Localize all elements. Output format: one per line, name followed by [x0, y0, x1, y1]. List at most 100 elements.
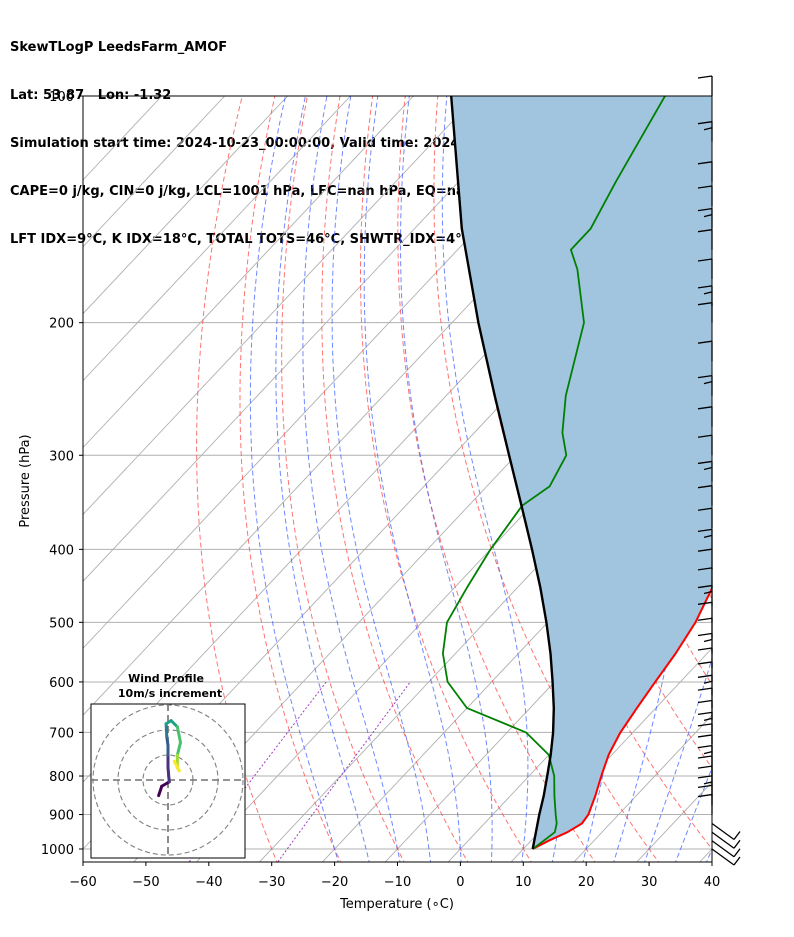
- cape-shading: [451, 96, 712, 849]
- wind-barb: [697, 229, 713, 250]
- indices-line: LFT IDX=9°C, K IDX=18°C, TOTAL TOTS=46°C…: [10, 232, 472, 247]
- y-tick-label: 1000: [41, 843, 74, 858]
- dewpoint-line: [441, 96, 666, 850]
- isotherm-line: [760, 96, 794, 865]
- dry-adiabat: [764, 96, 794, 865]
- moist-adiabat: [302, 96, 401, 862]
- dry-adiabat: [731, 96, 794, 865]
- wind-barb: [697, 75, 713, 96]
- parcel-line: [450, 96, 555, 850]
- inset-subtitle: 10m/s increment: [118, 687, 222, 700]
- dry-adiabat: [321, 96, 469, 862]
- wind-barb: [697, 548, 713, 570]
- wind-barb: [697, 723, 713, 744]
- y-tick-label: 100: [49, 90, 74, 105]
- moist-adiabat: [644, 656, 712, 862]
- y-tick-label: 900: [49, 809, 74, 824]
- wind-barb: [697, 185, 713, 207]
- moist-adiabat: [275, 96, 370, 862]
- hodograph-segment: [175, 741, 182, 757]
- isotherm-line: [83, 96, 540, 582]
- moist-adiabat: [737, 96, 794, 865]
- y-tick-label: 300: [49, 449, 74, 464]
- wind-barb: [697, 121, 713, 142]
- hodograph-segment: [165, 734, 170, 748]
- dry-adiabat: [196, 96, 278, 862]
- wind-barb: [697, 406, 713, 427]
- x-tick-label: −10: [384, 875, 411, 890]
- inset-title: Wind Profile: [128, 672, 204, 685]
- x-tick-label: 30: [641, 875, 658, 890]
- wind-barb: [697, 485, 713, 506]
- x-tick-label: −60: [69, 875, 96, 890]
- wind-barb: [711, 831, 741, 849]
- temperature-line: [532, 585, 712, 850]
- wind-barb: [697, 375, 713, 396]
- wind-barb: [697, 507, 713, 529]
- y-tick-label: 200: [49, 317, 74, 332]
- x-tick-label: 0: [456, 875, 464, 890]
- hodograph: [91, 704, 245, 858]
- hodograph-segment: [166, 766, 171, 784]
- wind-barb: [697, 567, 713, 588]
- isotherm-line: [83, 96, 288, 315]
- wind-barb: [697, 302, 713, 323]
- isotherm-line: [510, 647, 712, 862]
- wind-barbs: [697, 75, 741, 866]
- wind-barb: [697, 584, 713, 606]
- mixing-ratio-line: [277, 681, 411, 862]
- wind-barb: [697, 745, 713, 766]
- hodograph-segment: [157, 784, 164, 798]
- y-axis-label: Pressure (hPa): [18, 434, 33, 527]
- wind-barb: [711, 840, 741, 858]
- moist-adiabat: [249, 96, 339, 862]
- wind-barb: [697, 161, 713, 182]
- dry-adiabat: [433, 96, 660, 862]
- axis-ticks: −60 −50 −40 −30 −20 −10 0 10 20 30 40 1000 900 800 700…: [41, 90, 720, 890]
- moist-adiabat: [674, 766, 712, 862]
- dry-adiabat: [360, 96, 533, 862]
- wind-barb: [697, 434, 713, 456]
- isotherm-line: [133, 246, 712, 862]
- x-axis-label: Temperature (∘C): [339, 897, 454, 912]
- isotherm-line: [384, 513, 712, 862]
- x-tick-label: −30: [258, 875, 285, 890]
- y-tick-label: 800: [49, 770, 74, 785]
- wind-barb: [697, 258, 713, 280]
- wind-barb: [697, 601, 713, 623]
- y-tick-label: 700: [49, 726, 74, 741]
- isotherm-line: [83, 96, 477, 516]
- isotherm-line: [83, 96, 226, 248]
- wind-barb: [697, 207, 713, 229]
- profiles: [441, 96, 712, 850]
- wind-barb: [697, 285, 713, 306]
- hodograph-segment: [175, 725, 182, 744]
- wind-barb: [711, 848, 741, 866]
- x-tick-label: 40: [704, 875, 721, 890]
- x-tick-label: −20: [321, 875, 348, 890]
- y-tick-label: 500: [49, 616, 74, 631]
- moist-adiabat: [441, 96, 529, 862]
- moist-adiabat: [331, 96, 432, 862]
- x-tick-label: −50: [132, 875, 159, 890]
- dry-adiabat: [697, 96, 712, 172]
- moist-adiabat: [363, 96, 462, 862]
- x-tick-label: −40: [195, 875, 222, 890]
- moist-adiabat: [400, 96, 493, 862]
- wind-barb: [711, 822, 741, 841]
- isotherm-line: [83, 96, 414, 449]
- x-tick-label: 10: [515, 875, 532, 890]
- chart-title: SkewTLogP LeedsFarm_AMOF: [10, 40, 228, 55]
- moist-adiabat: [706, 847, 712, 862]
- hodograph-segment: [172, 759, 181, 773]
- isotherm-line: [573, 714, 712, 862]
- hodograph-segment: [164, 722, 169, 738]
- wind-barb: [697, 340, 713, 362]
- x-tick-label: 20: [578, 875, 595, 890]
- y-tick-label: 600: [49, 676, 74, 691]
- cape-cin-fill: [451, 96, 712, 849]
- dry-adiabat: [239, 96, 342, 862]
- isotherm-line: [83, 96, 351, 382]
- wind-barb: [697, 528, 713, 550]
